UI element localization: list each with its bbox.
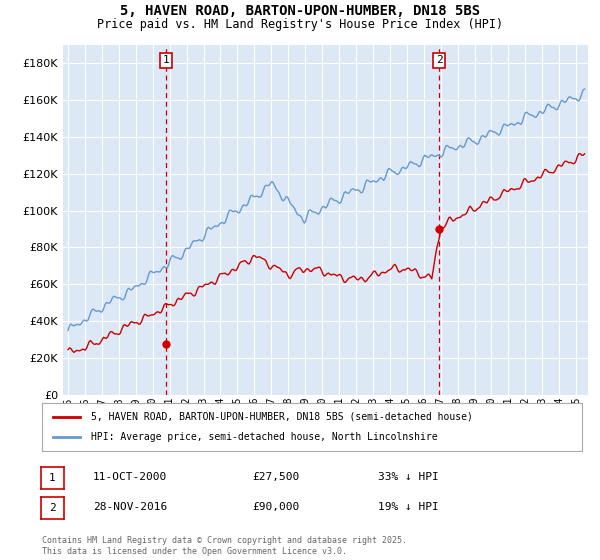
Text: HPI: Average price, semi-detached house, North Lincolnshire: HPI: Average price, semi-detached house,… <box>91 432 437 442</box>
Text: 19% ↓ HPI: 19% ↓ HPI <box>378 502 439 512</box>
Text: £90,000: £90,000 <box>252 502 299 512</box>
Text: 1: 1 <box>163 55 170 66</box>
Text: 33% ↓ HPI: 33% ↓ HPI <box>378 472 439 482</box>
Text: 2: 2 <box>436 55 443 66</box>
Text: 2: 2 <box>49 503 56 513</box>
Text: 28-NOV-2016: 28-NOV-2016 <box>93 502 167 512</box>
Text: £27,500: £27,500 <box>252 472 299 482</box>
Text: 5, HAVEN ROAD, BARTON-UPON-HUMBER, DN18 5BS: 5, HAVEN ROAD, BARTON-UPON-HUMBER, DN18 … <box>120 4 480 18</box>
Text: Contains HM Land Registry data © Crown copyright and database right 2025.
This d: Contains HM Land Registry data © Crown c… <box>42 536 407 556</box>
Text: 1: 1 <box>49 473 56 483</box>
Text: 5, HAVEN ROAD, BARTON-UPON-HUMBER, DN18 5BS (semi-detached house): 5, HAVEN ROAD, BARTON-UPON-HUMBER, DN18 … <box>91 412 472 422</box>
Text: Price paid vs. HM Land Registry's House Price Index (HPI): Price paid vs. HM Land Registry's House … <box>97 18 503 31</box>
Text: 11-OCT-2000: 11-OCT-2000 <box>93 472 167 482</box>
